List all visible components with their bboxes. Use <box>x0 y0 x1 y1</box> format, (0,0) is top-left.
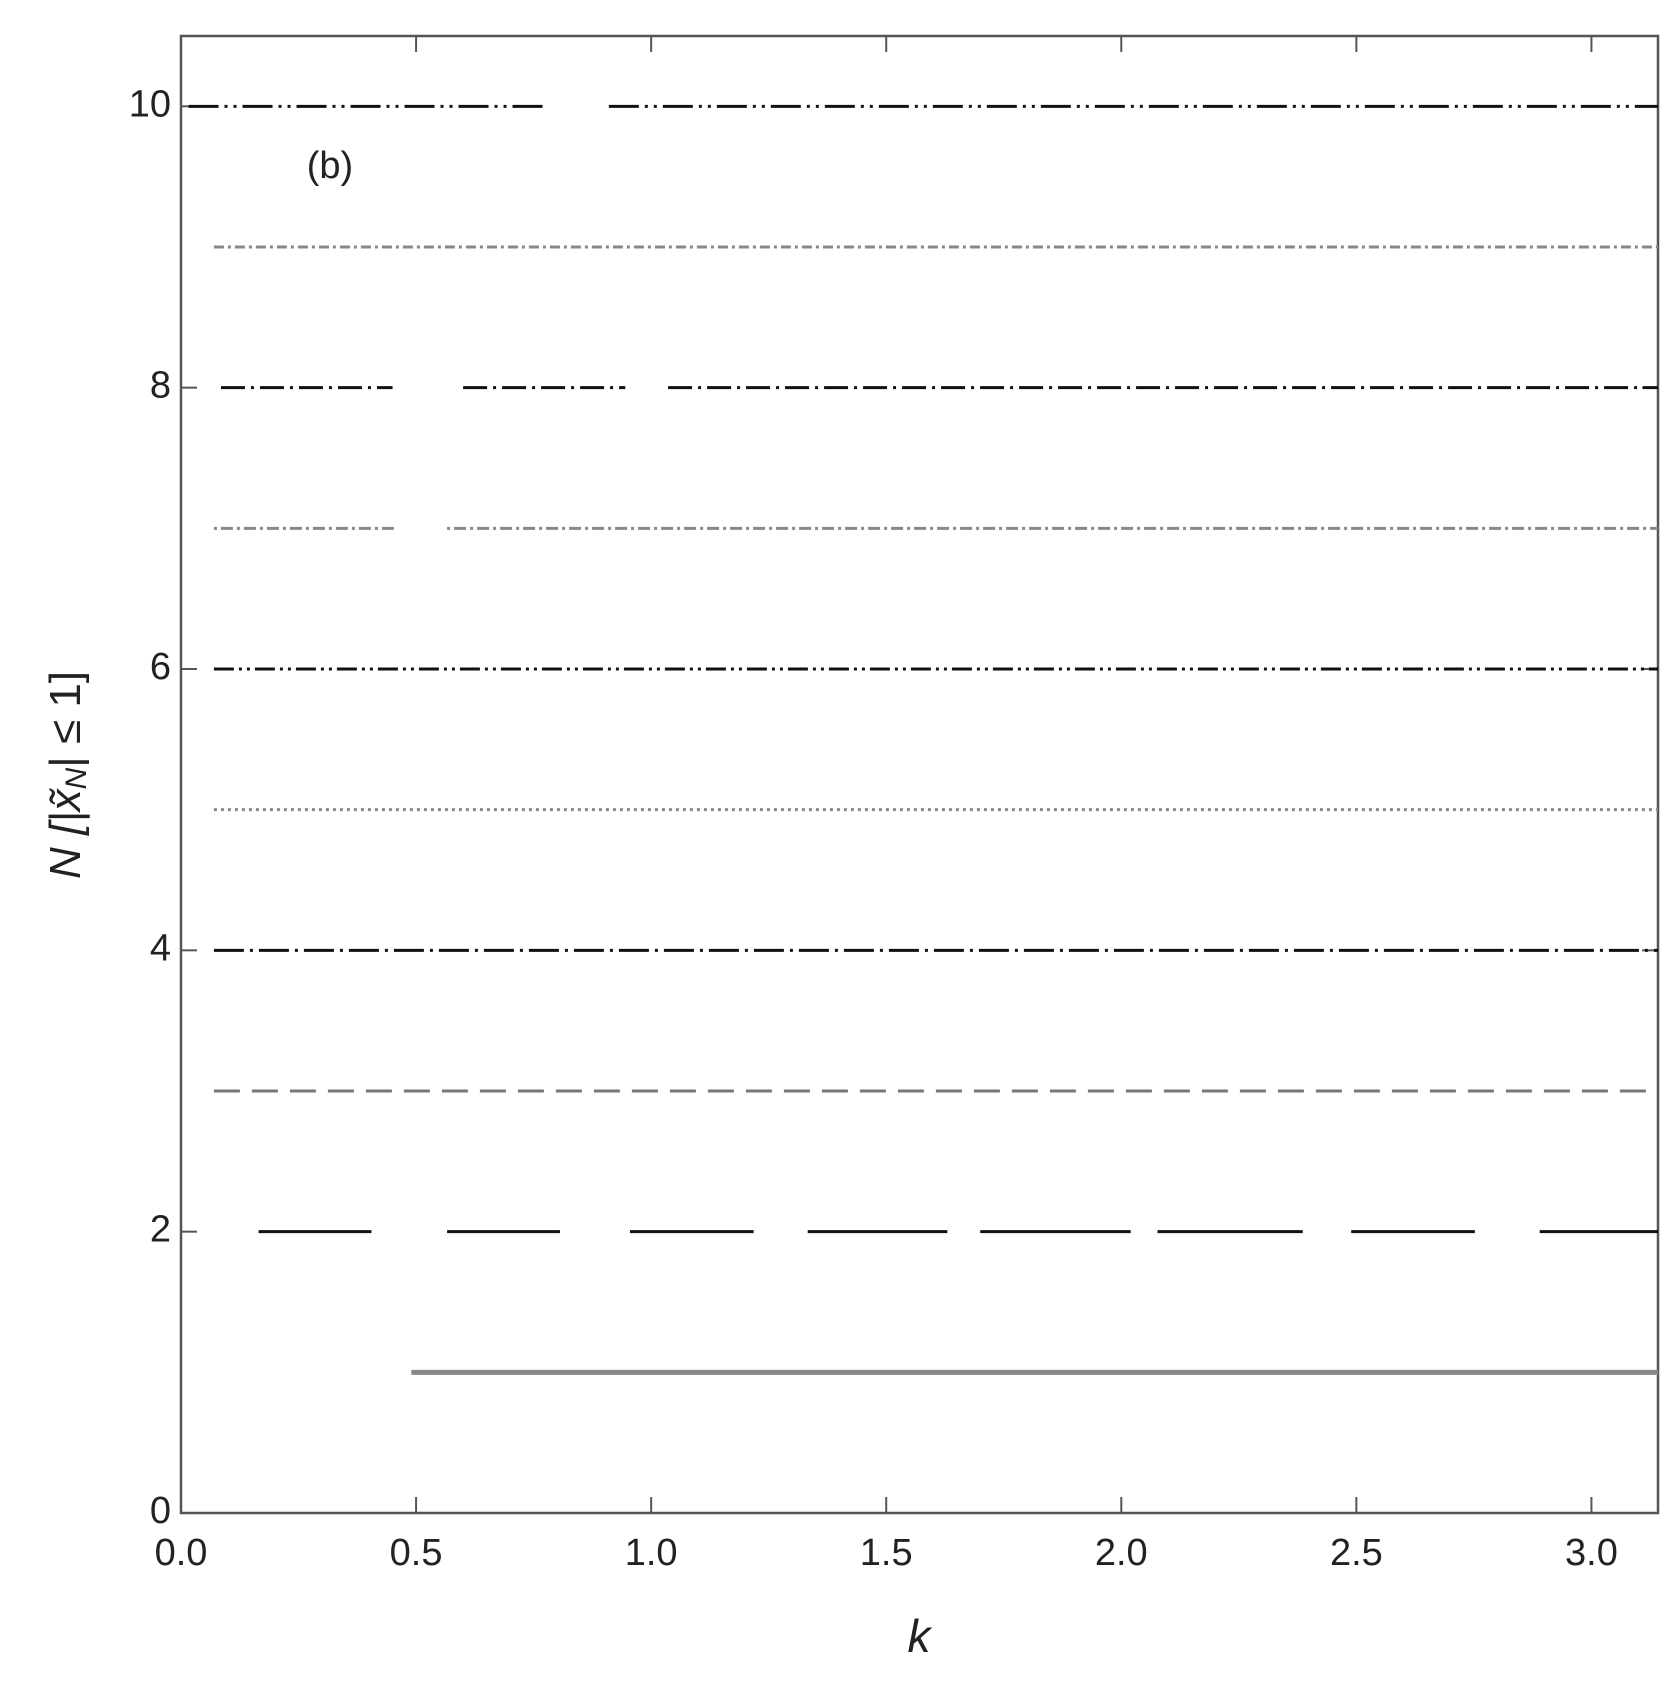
annotation: (b) <box>307 145 353 187</box>
y-tick-label: 2 <box>150 1209 171 1251</box>
y-axis-label: N [|x̃N| ≤ 1] <box>41 671 93 879</box>
x-tick-label: 0.0 <box>155 1532 208 1574</box>
x-tick-label: 1.5 <box>860 1532 913 1574</box>
x-tick-label: 3.0 <box>1565 1532 1618 1574</box>
y-label-sub: N <box>60 767 93 789</box>
x-tick-label: 2.0 <box>1095 1532 1148 1574</box>
x-tick-label: 1.0 <box>625 1532 678 1574</box>
y-tick-label: 8 <box>150 365 171 407</box>
y-label-end: | ≤ 1] <box>41 671 90 768</box>
x-axis-label: k <box>908 1610 933 1662</box>
plot-frame <box>179 34 1660 1515</box>
y-tick-label: 10 <box>129 83 171 125</box>
y-tick-label: 0 <box>150 1490 171 1532</box>
x-tick-label: 0.5 <box>390 1532 443 1574</box>
x-tick-label: 2.5 <box>1330 1532 1383 1574</box>
y-tick-label: 4 <box>150 927 171 969</box>
y-tick-label: 6 <box>150 646 171 688</box>
y-label-main: N [|x̃ <box>41 787 90 879</box>
